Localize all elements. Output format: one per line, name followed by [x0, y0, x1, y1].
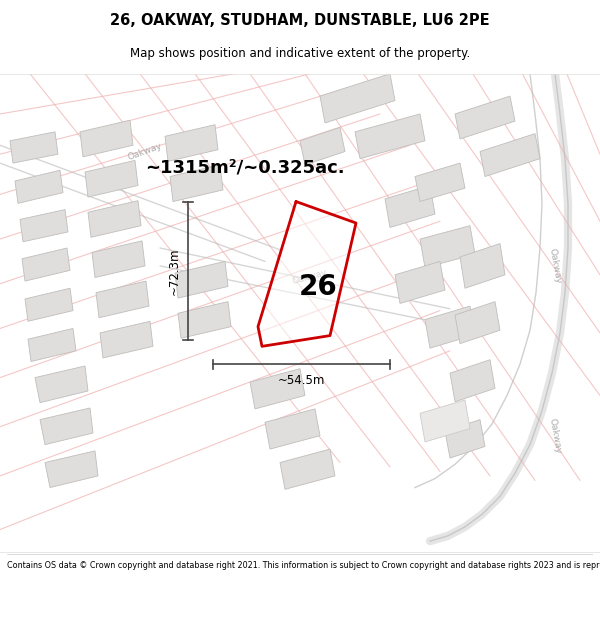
Polygon shape — [40, 408, 93, 444]
Text: Map shows position and indicative extent of the property.: Map shows position and indicative extent… — [130, 47, 470, 59]
Polygon shape — [20, 209, 68, 242]
Polygon shape — [320, 74, 395, 123]
Polygon shape — [10, 132, 58, 163]
Polygon shape — [280, 449, 335, 489]
Text: ~54.5m: ~54.5m — [278, 374, 325, 387]
Polygon shape — [300, 127, 345, 165]
Polygon shape — [88, 201, 141, 238]
Polygon shape — [175, 261, 228, 298]
Polygon shape — [170, 165, 223, 201]
Text: Oakway: Oakway — [547, 417, 563, 454]
Polygon shape — [420, 400, 470, 442]
Polygon shape — [455, 96, 515, 139]
Text: Oakway: Oakway — [127, 141, 163, 162]
Polygon shape — [15, 170, 63, 203]
Text: 26: 26 — [299, 272, 338, 301]
Polygon shape — [395, 261, 445, 303]
Text: Oakway: Oakway — [547, 248, 563, 284]
Polygon shape — [385, 186, 435, 228]
Polygon shape — [100, 321, 153, 358]
Polygon shape — [250, 369, 305, 409]
Polygon shape — [265, 409, 320, 449]
Polygon shape — [28, 329, 76, 361]
Text: ~72.3m: ~72.3m — [167, 247, 181, 294]
Polygon shape — [450, 360, 495, 402]
Polygon shape — [165, 125, 218, 161]
Polygon shape — [355, 114, 425, 159]
Polygon shape — [85, 161, 138, 197]
Text: Contains OS data © Crown copyright and database right 2021. This information is : Contains OS data © Crown copyright and d… — [7, 561, 600, 569]
Text: 26, OAKWAY, STUDHAM, DUNSTABLE, LU6 2PE: 26, OAKWAY, STUDHAM, DUNSTABLE, LU6 2PE — [110, 13, 490, 28]
Polygon shape — [258, 201, 356, 346]
Polygon shape — [96, 281, 149, 318]
Polygon shape — [460, 244, 505, 288]
Polygon shape — [80, 120, 133, 157]
Polygon shape — [22, 248, 70, 281]
Polygon shape — [445, 419, 485, 458]
Polygon shape — [25, 288, 73, 321]
Polygon shape — [45, 451, 98, 488]
Text: ~1315m²/~0.325ac.: ~1315m²/~0.325ac. — [145, 159, 345, 177]
Polygon shape — [92, 241, 145, 278]
Polygon shape — [455, 302, 500, 344]
Polygon shape — [178, 302, 231, 338]
Polygon shape — [425, 306, 475, 348]
Polygon shape — [415, 163, 465, 201]
Polygon shape — [420, 226, 475, 268]
Polygon shape — [480, 134, 540, 176]
Text: Oakway: Oakway — [292, 268, 329, 286]
Polygon shape — [35, 366, 88, 403]
